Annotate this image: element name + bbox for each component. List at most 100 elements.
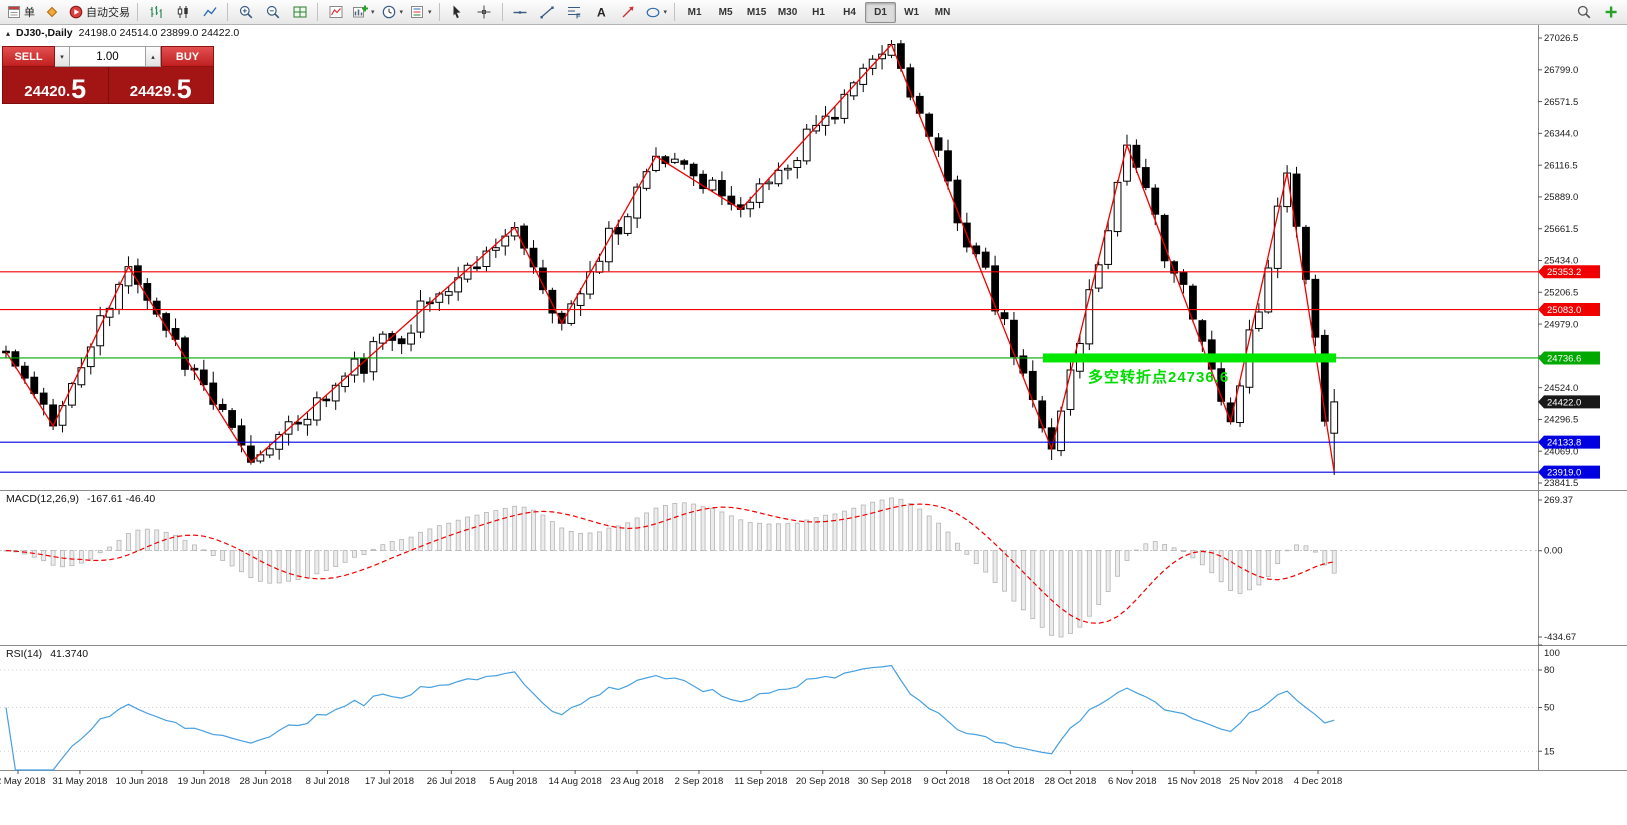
dropdown-caret-icon[interactable]: ▾: [371, 9, 375, 16]
trendline-button[interactable]: [534, 1, 561, 24]
toolbar-separator: [674, 3, 676, 21]
date-tick-label: 19 Jun 2018: [178, 776, 230, 787]
timeframe-m15-button[interactable]: M15: [746, 6, 767, 18]
candlestick-chart-button[interactable]: [169, 1, 196, 24]
auto-trading-button[interactable]: 自动交易: [65, 1, 133, 24]
timeframe-m30-button[interactable]: M30: [777, 6, 798, 18]
price-tick-label: 26116.5: [1544, 160, 1578, 171]
candlestick-icon: [177, 6, 188, 18]
indicators-button[interactable]: [322, 1, 349, 24]
search-button[interactable]: [1570, 1, 1597, 24]
panel-separators: [0, 25, 1627, 771]
price-tag-label: 25353.2: [1547, 267, 1581, 278]
date-tick-label: 25 Nov 2018: [1229, 776, 1283, 787]
date-tick-label: 26 Jul 2018: [427, 776, 476, 787]
sell-button[interactable]: SELL: [2, 46, 55, 67]
timeframe-h4-button[interactable]: H4: [843, 6, 856, 18]
macd-panel: [0, 497, 1538, 638]
dropdown-caret-icon[interactable]: ▾: [428, 9, 432, 16]
buy-price[interactable]: 24429. 5: [109, 67, 214, 103]
price-axis[interactable]: 27026.5 26799.0 26571.5 26344.0 26116.5 25889…: [1538, 33, 1578, 489]
price-tag-label: 24736.6: [1547, 353, 1581, 364]
tile-grid-icon: [293, 6, 306, 18]
cursor-button[interactable]: [444, 1, 471, 24]
shapes-button[interactable]: ▾: [642, 1, 671, 24]
clock-icon: [382, 5, 395, 19]
price-tick-label: 24524.0: [1544, 383, 1578, 394]
crosshair-icon: [477, 5, 491, 19]
templates-button[interactable]: ▾: [406, 1, 435, 24]
zoom-out-icon: [266, 5, 279, 19]
candles-layer: [2, 40, 1339, 475]
timeframe-mn-button[interactable]: MN: [934, 6, 951, 18]
zoom-in-button[interactable]: [232, 1, 259, 24]
rsi-line: [5, 664, 1335, 771]
date-tick-label: 15 Nov 2018: [1167, 776, 1221, 787]
macd-label: MACD(12,26,9): [6, 493, 79, 505]
one-click-trading-panel: SELL ▾ ▴ BUY 24420. 5 24429. 5: [2, 46, 214, 104]
zoom-in-icon: [239, 5, 252, 19]
timeframe-m1-button[interactable]: M1: [687, 6, 702, 18]
date-tick-label: 10 Jun 2018: [116, 776, 168, 787]
chart-collapse-icon[interactable]: ▴: [6, 28, 11, 38]
text-icon: A: [597, 6, 606, 20]
fibonacci-icon: F: [568, 7, 581, 20]
volume-up-spinner[interactable]: ▴: [146, 46, 161, 67]
macd-values: -167.61 -46.40: [86, 493, 156, 505]
periods-button[interactable]: ▾: [378, 1, 407, 24]
line-chart-button[interactable]: [196, 1, 223, 24]
crosshair-button[interactable]: [471, 1, 498, 24]
buy-price-big-digit: 5: [176, 73, 192, 104]
date-tick-label: 6 Nov 2018: [1108, 776, 1157, 787]
price-tag-label: 24133.8: [1547, 438, 1581, 449]
pivot-annotation-text[interactable]: 多空转折点24736.6: [1088, 369, 1230, 386]
price-tick-label: 26571.5: [1544, 97, 1578, 108]
buy-button[interactable]: BUY: [161, 46, 214, 67]
volume-input[interactable]: [70, 46, 146, 67]
new-chart-icon: [353, 5, 368, 18]
toolbar-separator: [137, 3, 138, 21]
new-chart-button[interactable]: ▾: [349, 1, 378, 24]
sell-price[interactable]: 24420. 5: [3, 67, 109, 103]
tile-windows-button[interactable]: [286, 1, 313, 24]
volume-down-spinner[interactable]: ▾: [55, 46, 70, 67]
svg-text:15: 15: [1544, 746, 1555, 757]
main-toolbar: 单 自动交易 ▾ ▾ ▾ F A ▾ M1 M5 M15 M30 H1 H4 D1 W1 MN: [0, 0, 1627, 25]
svg-text:269.37: 269.37: [1544, 495, 1573, 506]
pivot-band[interactable]: [1043, 353, 1336, 363]
dropdown-caret-icon[interactable]: ▾: [663, 9, 668, 16]
date-tick-label: 18 Oct 2018: [983, 776, 1035, 787]
zigzag-indicator[interactable]: [5, 43, 1335, 473]
dropdown-caret-icon[interactable]: ▾: [399, 9, 404, 16]
line-chart-icon: [202, 7, 217, 17]
diamond-icon: [46, 6, 57, 18]
bar-chart-button[interactable]: [142, 1, 169, 24]
date-axis[interactable]: 22 May 2018 31 May 2018 10 Jun 2018 19 Jun …: [0, 770, 1342, 787]
timeframe-d1-button[interactable]: D1: [865, 1, 897, 23]
arrow-tool-icon: [622, 6, 634, 18]
arrow-tool-button[interactable]: [615, 1, 642, 24]
new-order-button[interactable]: 单: [3, 1, 38, 24]
fibonacci-button[interactable]: F: [561, 1, 588, 24]
svg-text:100: 100: [1544, 648, 1560, 659]
horizontal-line-button[interactable]: [507, 1, 534, 24]
text-label-button[interactable]: A: [588, 1, 615, 24]
date-tick-label: 4 Dec 2018: [1294, 776, 1343, 787]
add-symbol-button[interactable]: [1597, 1, 1624, 24]
symbol-ohlc-values: 24198.0 24514.0 23899.0 24422.0: [78, 27, 240, 39]
horizontal-lines[interactable]: 25353.2 25083.0 24736.6 24133.8 23919.0: [0, 265, 1600, 479]
timeframe-w1-button[interactable]: W1: [904, 6, 920, 18]
price-tag-label: 24422.0: [1547, 397, 1581, 408]
symbols-button[interactable]: [38, 1, 65, 24]
date-tick-label: 11 Sep 2018: [734, 776, 787, 787]
timeframe-m5-button[interactable]: M5: [718, 6, 733, 18]
zoom-out-button[interactable]: [259, 1, 286, 24]
sell-price-big-digit: 5: [71, 73, 87, 104]
price-tick-label: 26799.0: [1544, 65, 1578, 76]
date-tick-label: 9 Oct 2018: [923, 776, 969, 787]
ohlc-bars-icon: [150, 6, 162, 18]
timeframe-h1-button[interactable]: H1: [812, 6, 825, 18]
macd-header: MACD(12,26,9) -167.61 -46.40: [6, 493, 155, 505]
price-tick-label: 25889.0: [1544, 192, 1578, 203]
